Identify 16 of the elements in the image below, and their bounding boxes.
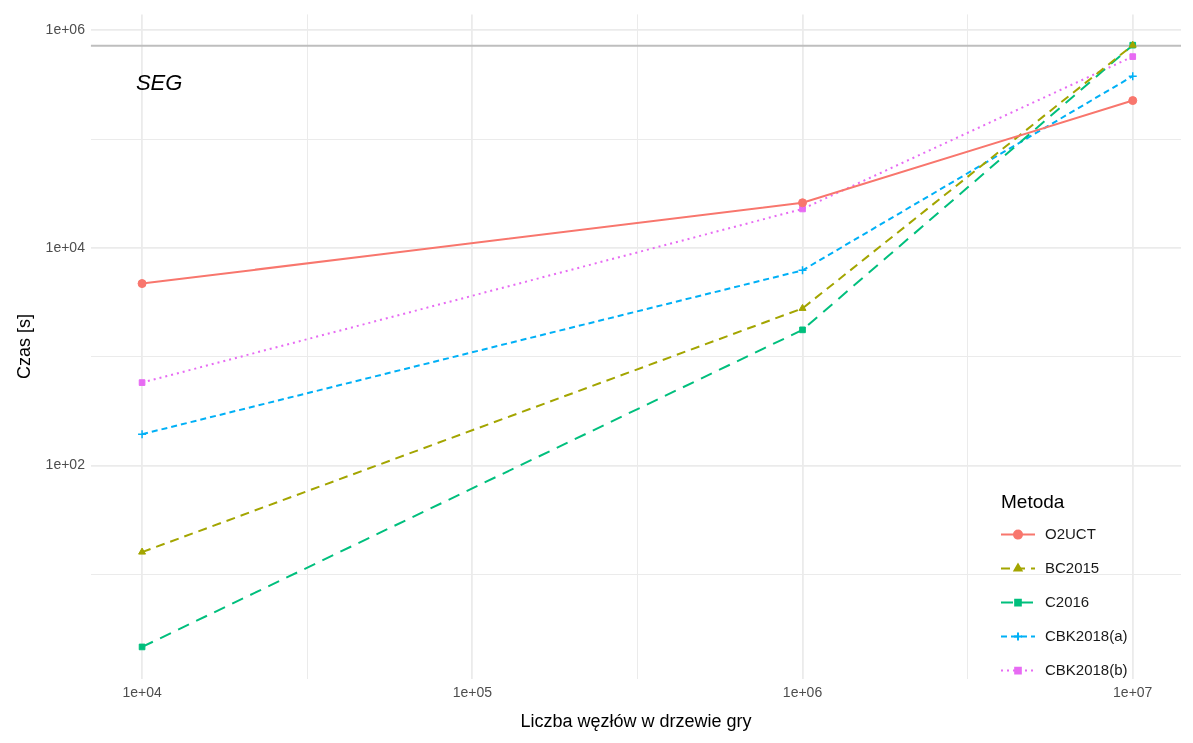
y-axis-title: Czas [s] xyxy=(13,313,34,380)
annotation: SEG xyxy=(135,69,183,95)
x-axis-title: Liczba węzłów w drzewie gry xyxy=(520,711,752,732)
x-tick-label: 1e+07 xyxy=(1113,683,1153,700)
x-tick-label: 1e+05 xyxy=(452,683,493,700)
x-tick-label: 1e+06 xyxy=(782,683,823,700)
legend-label: BC2015 xyxy=(1045,558,1100,576)
x-tick-label: 1e+04 xyxy=(122,683,162,700)
y-tick-label: 1e+02 xyxy=(45,456,86,473)
y-tick-label: 1e+04 xyxy=(45,238,86,255)
y-tick-label: 1e+06 xyxy=(45,21,86,38)
legend-label: CBK2018(b) xyxy=(1045,660,1128,678)
legend-label: CBK2018(a) xyxy=(1045,626,1128,644)
legend-title: Metoda xyxy=(1001,490,1065,512)
legend-label: C2016 xyxy=(1045,592,1090,610)
legend-label: O2UCT xyxy=(1045,524,1096,542)
